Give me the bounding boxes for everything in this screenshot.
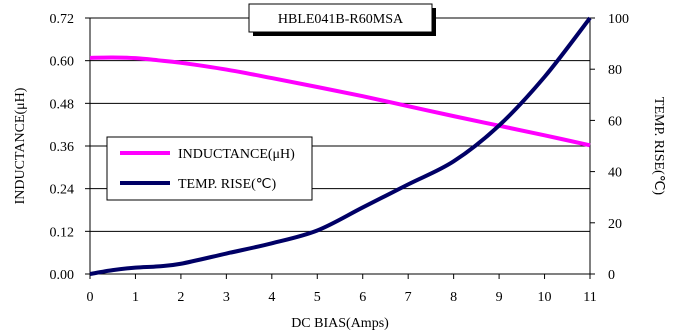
y-left-tick-label: 0.60 xyxy=(50,55,75,70)
legend-label-temp-rise: TEMP. RISE(℃) xyxy=(178,177,277,192)
y-left-tick-label: 0.24 xyxy=(50,183,75,198)
y-right-tick-label: 60 xyxy=(608,114,622,129)
x-tick-label: 2 xyxy=(177,290,184,305)
x-tick-label: 3 xyxy=(223,290,230,305)
x-tick-label: 9 xyxy=(496,290,503,305)
x-tick-label: 1 xyxy=(132,290,139,305)
x-tick-label: 11 xyxy=(583,290,596,305)
x-tick-label: 5 xyxy=(314,290,321,305)
series-lines xyxy=(89,16,592,276)
x-tick-label: 8 xyxy=(450,290,457,305)
tick-labels: 0.000.120.240.360.480.600.72020406080100… xyxy=(50,12,630,305)
x-tick-label: 10 xyxy=(538,290,552,305)
x-axis-title: DC BIAS(Amps) xyxy=(291,316,389,331)
y-left-tick-label: 0.48 xyxy=(50,97,75,112)
tick-marks xyxy=(85,17,595,279)
x-tick-label: 0 xyxy=(87,290,94,305)
y-left-tick-label: 0.36 xyxy=(50,140,75,155)
y-right-tick-label: 0 xyxy=(608,268,615,283)
y-axis-right-title: TEMP. RISE(℃) xyxy=(651,97,666,196)
y-left-tick-label: 0.72 xyxy=(50,12,75,27)
y-left-tick-label: 0.12 xyxy=(50,225,75,240)
x-tick-label: 6 xyxy=(359,290,366,305)
y-right-tick-label: 100 xyxy=(608,12,629,27)
y-right-tick-label: 40 xyxy=(608,166,622,181)
y-right-tick-label: 20 xyxy=(608,217,622,232)
legend: INDUCTANCE(μH) TEMP. RISE(℃) xyxy=(106,136,313,201)
series-line-temp-rise xyxy=(89,16,592,276)
legend-label-inductance: INDUCTANCE(μH) xyxy=(178,147,295,162)
y-axis-left-title: INDUCTANCE(μH) xyxy=(13,87,28,204)
title-box-frame xyxy=(248,3,433,33)
x-tick-label: 4 xyxy=(268,290,275,305)
legend-frame xyxy=(106,136,313,201)
chart-title-box: HBLE041B-R60MSA xyxy=(248,3,436,36)
x-tick-label: 7 xyxy=(405,290,412,305)
series-line-inductance xyxy=(89,55,591,148)
chart-title: HBLE041B-R60MSA xyxy=(278,12,404,27)
y-left-tick-label: 0.00 xyxy=(50,268,75,283)
y-right-tick-label: 80 xyxy=(608,63,622,78)
